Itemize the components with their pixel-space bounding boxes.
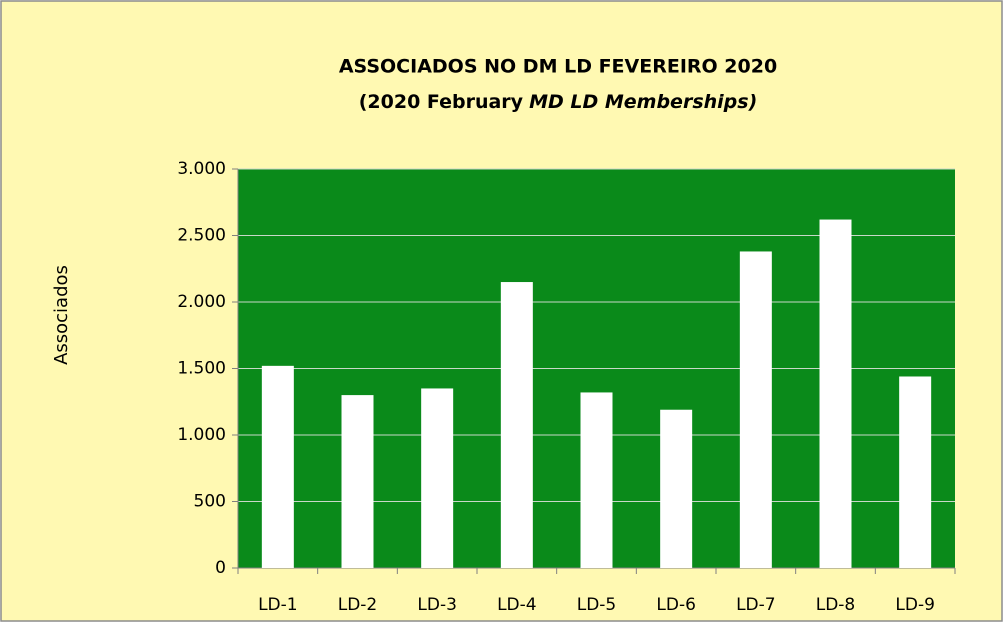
y-tick-label: 1.500 xyxy=(177,359,226,379)
bar xyxy=(341,395,374,568)
bar xyxy=(819,219,852,569)
bar xyxy=(660,409,693,568)
bar xyxy=(500,282,533,568)
bar xyxy=(421,388,454,568)
y-tick-label: 0 xyxy=(215,558,226,578)
bar xyxy=(899,376,932,568)
bar xyxy=(261,365,294,568)
bar xyxy=(580,392,613,568)
y-tick-label: 2.000 xyxy=(177,292,226,312)
x-tick-label: LD-2 xyxy=(338,595,378,615)
x-tick-label: LD-1 xyxy=(258,595,298,615)
y-tick-label: 2.500 xyxy=(177,226,226,246)
x-tick-label: LD-8 xyxy=(816,595,856,615)
subtitle-part: (2020 February xyxy=(359,91,524,113)
subtitle-part: MD LD Memberships) xyxy=(529,91,757,113)
x-tick-label: LD-3 xyxy=(417,595,457,615)
x-tick-label: LD-9 xyxy=(895,595,935,615)
chart-title: ASSOCIADOS NO DM LD FEVEREIRO 2020 xyxy=(339,56,777,78)
y-tick-label: 500 xyxy=(194,492,226,512)
x-tick-label: LD-6 xyxy=(656,595,696,615)
x-tick-label: LD-5 xyxy=(577,595,617,615)
chart-subtitle: (2020 February MD LD Memberships) xyxy=(359,91,758,113)
x-tick-label: LD-4 xyxy=(497,595,537,615)
y-tick-label: 3.000 xyxy=(177,159,226,179)
y-axis-label: Associados xyxy=(51,265,72,365)
bar xyxy=(739,251,772,568)
x-tick-label: LD-7 xyxy=(736,595,776,615)
y-tick-label: 1.000 xyxy=(177,425,226,445)
